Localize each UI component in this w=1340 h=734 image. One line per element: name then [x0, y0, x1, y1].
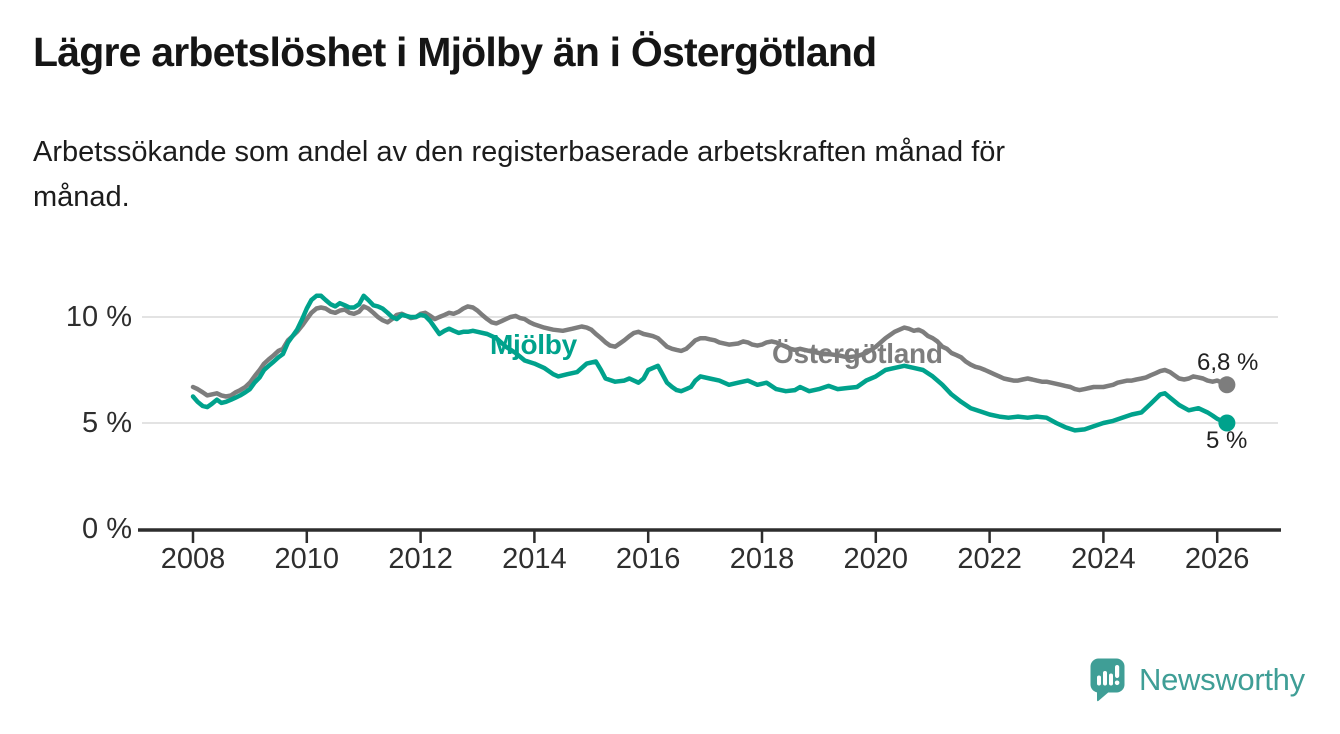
x-tick-label-2018: 2018 — [729, 543, 795, 575]
x-tick-label-2020: 2020 — [843, 543, 909, 575]
x-tick-label-2014: 2014 — [502, 543, 567, 575]
newsworthy-logo-text: Newsworthy — [1139, 662, 1305, 697]
y-tick-label-5: 5 % — [82, 407, 132, 439]
x-tick-label-2026: 2026 — [1184, 543, 1250, 575]
y-tick-label-10: 10 % — [65, 301, 132, 333]
x-tick-label-2012: 2012 — [388, 543, 453, 575]
newsworthy-logo: Newsworthy — [1090, 658, 1305, 703]
x-tick-label-2008: 2008 — [160, 543, 226, 575]
y-tick-label-0: 0 % — [82, 513, 132, 545]
subtitle-line-2: månad. — [33, 181, 130, 213]
x-tick-label-2024: 2024 — [1071, 543, 1136, 575]
subtitle-line-1: Arbetssökande som andel av den registerb… — [33, 136, 1006, 168]
newsworthy-logo-icon — [1090, 658, 1125, 702]
series-label-mjolby: Mjölby — [490, 329, 577, 360]
page-title: Lägre arbetslöshet i Mjölby än i Östergö… — [33, 29, 877, 75]
x-tick-label-2010: 2010 — [274, 543, 340, 575]
end-value-label-mjolby: 5 % — [1206, 427, 1248, 454]
series-label-ostergotland: Östergötland — [772, 338, 943, 369]
x-tick-label-2022: 2022 — [957, 543, 1022, 575]
end-value-label-ostergotland: 6,8 % — [1197, 349, 1259, 376]
chart-subtitle: Arbetssökande som andel av den registerb… — [33, 130, 1005, 220]
x-tick-label-2016: 2016 — [615, 543, 681, 575]
